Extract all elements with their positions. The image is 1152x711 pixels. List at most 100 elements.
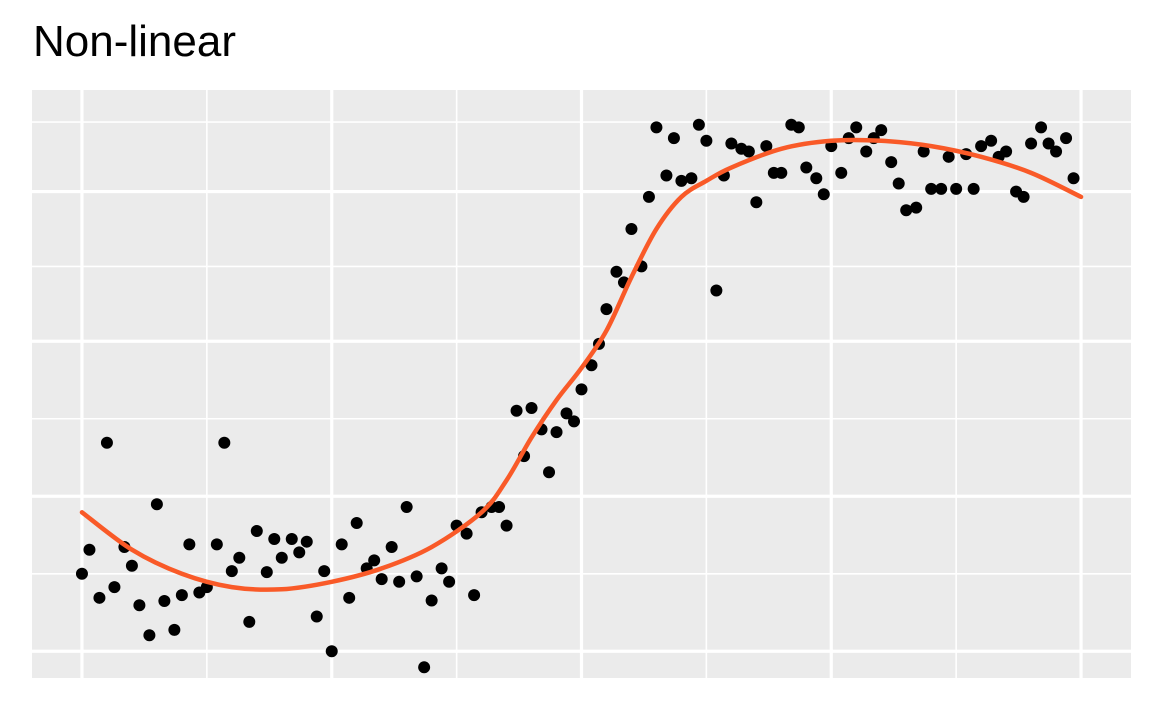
data-point: [268, 533, 281, 546]
data-point: [950, 182, 963, 195]
data-point: [1035, 121, 1048, 134]
data-point: [468, 589, 481, 602]
data-point: [335, 538, 348, 551]
data-point: [183, 538, 196, 551]
data-point: [575, 383, 588, 396]
data-point: [260, 566, 273, 579]
data-point: [850, 121, 863, 134]
data-point: [817, 188, 830, 201]
data-point: [610, 265, 623, 278]
data-point: [625, 222, 638, 235]
data-point: [775, 166, 788, 179]
data-point: [810, 172, 823, 185]
data-point: [510, 404, 523, 417]
data-point: [108, 581, 121, 594]
data-point: [75, 567, 88, 580]
data-point: [543, 466, 556, 479]
data-point: [600, 303, 613, 316]
data-point: [642, 190, 655, 203]
data-point: [685, 172, 698, 185]
data-point: [710, 284, 723, 297]
data-point: [560, 407, 573, 420]
data-point: [250, 525, 263, 537]
data-point: [885, 156, 898, 169]
data-point: [675, 174, 688, 187]
data-point: [425, 594, 438, 607]
data-point: [83, 543, 96, 556]
data-point: [742, 145, 755, 158]
data-point: [975, 140, 988, 153]
data-point: [325, 645, 338, 658]
data-point: [800, 161, 813, 174]
data-point: [435, 562, 448, 575]
data-point: [125, 559, 138, 572]
data-point: [900, 204, 913, 217]
data-point: [942, 150, 955, 163]
data-point: [1000, 145, 1013, 158]
data-point: [443, 575, 456, 588]
data-point: [243, 615, 256, 628]
data-point: [168, 623, 181, 636]
data-point: [368, 554, 381, 567]
data-point: [750, 196, 763, 209]
data-point: [175, 589, 188, 602]
data-point: [1017, 190, 1030, 203]
data-point: [100, 436, 113, 449]
data-point: [650, 121, 663, 134]
data-point: [350, 516, 363, 529]
data-point: [500, 519, 513, 532]
data-point: [1067, 172, 1080, 185]
data-point: [143, 629, 156, 642]
data-point: [525, 402, 538, 415]
smooth-curve-line: [79, 137, 1084, 592]
data-point: [700, 134, 713, 147]
data-point: [1042, 137, 1055, 150]
data-point: [225, 565, 238, 578]
data-point: [725, 137, 738, 150]
data-point: [418, 661, 431, 674]
data-point: [385, 541, 398, 554]
data-point: [133, 599, 146, 612]
data-point: [875, 124, 888, 137]
data-point: [285, 533, 298, 546]
data-point: [300, 535, 313, 548]
data-point: [393, 575, 406, 588]
data-point: [585, 359, 598, 372]
data-point: [493, 500, 506, 513]
data-point: [318, 565, 331, 578]
data-point: [792, 121, 805, 134]
data-point: [375, 573, 388, 586]
data-point: [1050, 145, 1063, 158]
data-point: [410, 570, 423, 583]
data-point: [860, 145, 873, 158]
data-point: [892, 177, 905, 190]
data-point: [935, 182, 948, 195]
data-point: [1060, 132, 1073, 145]
data-point: [150, 498, 163, 511]
data-point: [218, 436, 231, 449]
data-point: [835, 166, 848, 179]
data-point: [550, 426, 563, 439]
data-point: [343, 591, 356, 604]
data-point: [692, 118, 705, 131]
data-point: [1025, 137, 1038, 150]
data-point: [660, 169, 673, 182]
data-point: [985, 134, 998, 147]
data-point: [460, 527, 473, 540]
data-point: [293, 546, 306, 559]
data-point: [310, 610, 323, 623]
chart-title: Non-linear: [33, 17, 236, 66]
data-point: [158, 595, 171, 608]
data-point: [210, 538, 223, 551]
data-point: [917, 145, 930, 158]
data-point: [400, 500, 413, 513]
data-point: [910, 201, 923, 214]
data-point: [568, 415, 581, 428]
data-point: [233, 551, 246, 564]
data-point: [925, 182, 938, 195]
data-point: [275, 551, 288, 564]
data-point: [667, 132, 680, 145]
data-point: [760, 140, 773, 153]
data-point: [967, 182, 980, 195]
